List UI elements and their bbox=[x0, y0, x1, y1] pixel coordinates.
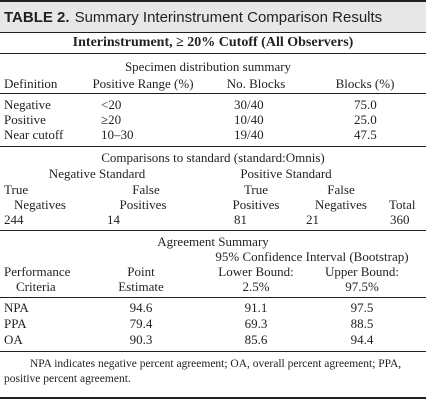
footnote: NPA indicates negative percent agreement… bbox=[4, 358, 402, 385]
col-true-positives-2: Positives bbox=[232, 197, 280, 212]
rule-section1-heading bbox=[0, 53, 426, 54]
cell-false-negatives: 21 bbox=[306, 212, 319, 227]
cell-lower-bound: 85.6 bbox=[244, 332, 268, 347]
table-label: TABLE 2. bbox=[4, 8, 70, 26]
col-no-blocks: No. Blocks bbox=[226, 76, 286, 91]
col-lower-pct: 2.5% bbox=[242, 279, 270, 294]
col-false-positives-1: False bbox=[132, 182, 160, 197]
rule-section1-end bbox=[0, 146, 426, 147]
negative-standard-heading: Negative Standard bbox=[48, 166, 146, 181]
row-label: OA bbox=[4, 332, 23, 347]
cell-no-blocks: 10/40 bbox=[234, 112, 264, 127]
row-label: NPA bbox=[4, 300, 29, 315]
col-lower-bound: Lower Bound: bbox=[218, 264, 294, 279]
row-label: Negative bbox=[4, 97, 51, 112]
cell-false-positives: 14 bbox=[107, 212, 120, 227]
col-positive-range: Positive Range (%) bbox=[92, 76, 194, 91]
cell-upper-bound: 88.5 bbox=[350, 316, 374, 331]
table-title: TABLE 2. Summary Interinstrument Compari… bbox=[0, 0, 426, 32]
cell-true-negatives: 244 bbox=[4, 212, 24, 227]
cell-point-estimate: 90.3 bbox=[129, 332, 153, 347]
col-total: Total bbox=[389, 197, 416, 212]
col-false-positives-2: Positives bbox=[119, 197, 167, 212]
col-true-negatives-1: True bbox=[4, 182, 29, 197]
col-blocks-pct: Blocks (%) bbox=[335, 76, 395, 91]
col-estimate: Estimate bbox=[118, 279, 164, 294]
col-upper-pct: 97.5% bbox=[345, 279, 379, 294]
comparisons-heading: Comparisons to standard (standard:Omnis) bbox=[101, 150, 325, 165]
cell-lower-bound: 91.1 bbox=[244, 300, 268, 315]
specimen-distribution-heading: Specimen distribution summary bbox=[124, 59, 292, 74]
col-true-negatives-2: Negatives bbox=[14, 197, 66, 212]
cell-positive-range: <20 bbox=[101, 97, 122, 112]
rule-section2-end bbox=[0, 230, 426, 231]
cell-no-blocks: 19/40 bbox=[234, 127, 264, 142]
cell-positive-range: ≥20 bbox=[101, 112, 122, 127]
col-point: Point bbox=[127, 264, 155, 279]
rule-section3-columns bbox=[0, 297, 426, 298]
row-label: Near cutoff bbox=[4, 127, 64, 142]
cell-upper-bound: 97.5 bbox=[350, 300, 374, 315]
cell-upper-bound: 94.4 bbox=[350, 332, 374, 347]
cell-point-estimate: 94.6 bbox=[129, 300, 153, 315]
agreement-summary-heading: Agreement Summary bbox=[157, 234, 269, 249]
col-criteria: Criteria bbox=[16, 279, 56, 294]
cell-true-positives: 81 bbox=[234, 212, 247, 227]
col-true-positives-1: True bbox=[243, 182, 269, 197]
col-performance: Performance bbox=[4, 264, 71, 279]
confidence-interval-heading: 95% Confidence Interval (Bootstrap) bbox=[215, 249, 409, 264]
col-definition: Definition bbox=[4, 76, 58, 91]
col-false-negatives-1: False bbox=[327, 182, 355, 197]
col-false-negatives-2: Negatives bbox=[315, 197, 367, 212]
cell-lower-bound: 69.3 bbox=[244, 316, 268, 331]
section1-heading: Interinstrument, ≥ 20% Cutoff (All Obser… bbox=[72, 35, 354, 50]
cell-total: 360 bbox=[390, 212, 410, 227]
cell-positive-range: 10–30 bbox=[101, 127, 134, 142]
rule-top bbox=[0, 32, 426, 33]
cell-blocks-pct: 25.0 bbox=[354, 112, 377, 127]
table-caption: Summary Interinstrument Comparison Resul… bbox=[74, 8, 383, 26]
rule-bottom bbox=[0, 397, 426, 399]
row-label: Positive bbox=[4, 112, 46, 127]
cell-point-estimate: 79.4 bbox=[129, 316, 153, 331]
rule-section1-columns bbox=[0, 93, 426, 94]
cell-blocks-pct: 47.5 bbox=[354, 127, 377, 142]
positive-standard-heading: Positive Standard bbox=[240, 166, 332, 181]
cell-blocks-pct: 75.0 bbox=[354, 97, 377, 112]
col-upper-bound: Upper Bound: bbox=[324, 264, 400, 279]
cell-no-blocks: 30/40 bbox=[234, 97, 264, 112]
rule-section3-end bbox=[0, 351, 426, 352]
row-label: PPA bbox=[4, 316, 27, 331]
